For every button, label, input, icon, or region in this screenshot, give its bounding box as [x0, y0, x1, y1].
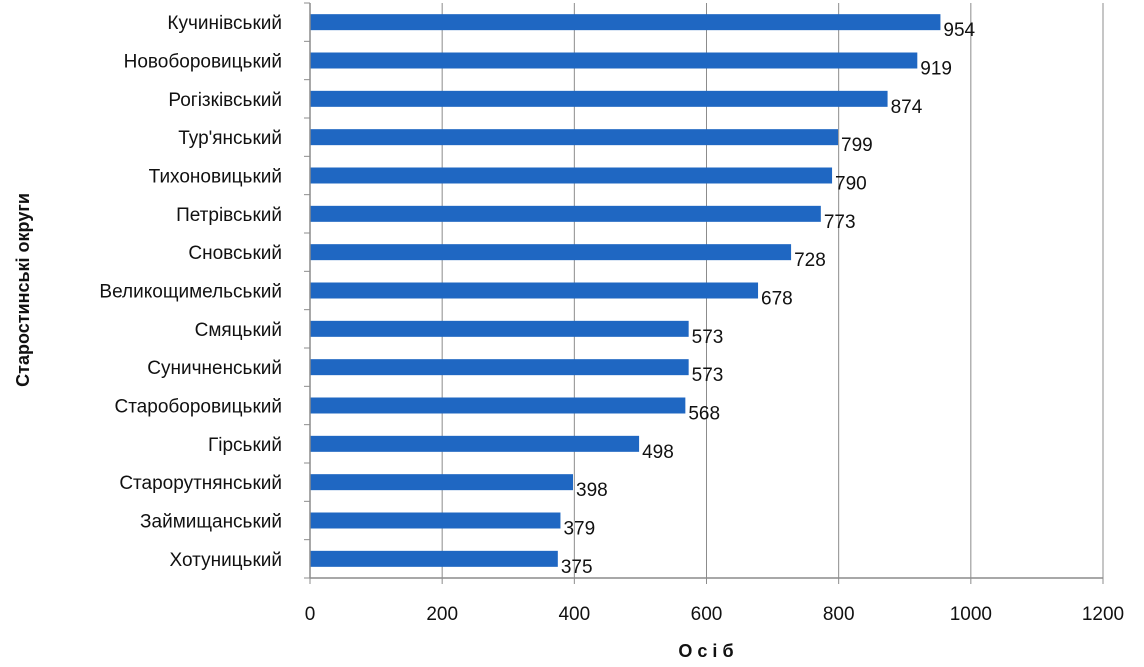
bar [310, 474, 574, 491]
bar [310, 550, 558, 567]
x-tick-label: 0 [305, 604, 316, 625]
category-label: Староборовицький [114, 397, 282, 418]
category-label: Суничненський [147, 358, 282, 379]
x-axis-title: О с і б [678, 641, 733, 661]
data-label: 799 [841, 135, 873, 156]
bar [310, 244, 792, 261]
data-label: 379 [563, 519, 595, 540]
data-label: 954 [943, 20, 975, 41]
x-tick-label: 1000 [950, 604, 992, 625]
data-label: 678 [761, 289, 793, 310]
labels: 0 200 400 600 800 1000 1200 Кучинівський 954 Ново… [99, 13, 1124, 625]
x-tick-label: 1200 [1082, 604, 1124, 625]
category-label: Гірський [208, 435, 282, 456]
x-tick-label: 600 [691, 604, 723, 625]
category-label: Новоборовицький [124, 52, 282, 73]
bar [310, 320, 689, 337]
category-label: Сновський [188, 243, 282, 264]
data-label: 773 [824, 212, 856, 233]
data-label: 573 [692, 327, 724, 348]
category-label: Великощимельський [99, 282, 282, 303]
category-label: Хотуницький [170, 550, 282, 571]
data-label: 375 [561, 557, 593, 578]
x-tick-label: 400 [558, 604, 590, 625]
category-label: Смяцький [195, 320, 282, 341]
data-label: 728 [794, 250, 826, 271]
category-label: Кучинівський [167, 13, 282, 34]
x-tick-label: 200 [426, 604, 458, 625]
bar [310, 90, 888, 107]
category-label: Тихоновицький [149, 167, 282, 188]
bar [310, 282, 759, 299]
bar [310, 512, 561, 529]
bar [310, 52, 918, 69]
category-label: Старорутнянський [119, 473, 282, 494]
y-axis-title: Старостинські округи [13, 193, 33, 387]
axes [304, 2, 1104, 584]
data-label: 919 [920, 59, 952, 80]
data-label: 398 [576, 480, 608, 501]
data-label: 874 [891, 97, 923, 118]
data-label: 568 [688, 404, 720, 425]
bar [310, 205, 821, 222]
category-label: Займищанський [140, 512, 282, 533]
category-label: Рогізківський [168, 90, 282, 111]
bar [310, 129, 839, 146]
bar [310, 167, 833, 184]
bar [310, 397, 686, 414]
bars [310, 14, 941, 567]
x-tick-label: 800 [823, 604, 855, 625]
bar [310, 359, 689, 376]
category-label: Тур'янський [178, 128, 282, 149]
bar [310, 435, 640, 452]
category-label: Петрівський [176, 205, 282, 226]
bar [310, 14, 941, 31]
data-label: 790 [835, 174, 867, 195]
data-label: 573 [692, 365, 724, 386]
data-label: 498 [642, 442, 674, 463]
